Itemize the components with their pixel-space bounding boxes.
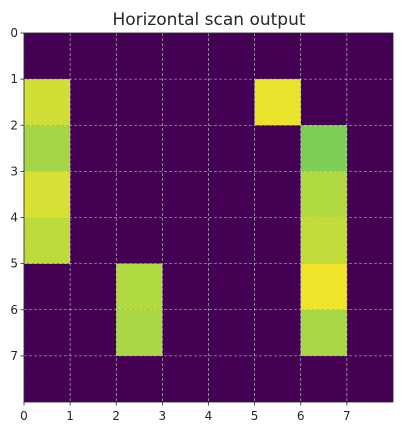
heatmap-cell [300, 125, 347, 172]
y-axis: 0 1 2 3 4 5 6 7 [10, 26, 24, 363]
heatmap-cell [300, 171, 347, 218]
x-tick-label: 3 [159, 409, 167, 423]
x-tick-label: 5 [251, 409, 259, 423]
x-axis: 0 1 2 3 4 5 6 7 [20, 402, 351, 423]
x-tick-label: 0 [20, 409, 28, 423]
y-tick-label: 1 [10, 72, 18, 86]
heatmap-cell [300, 217, 347, 264]
heatmap-cell [300, 263, 347, 310]
heatmap-cell [24, 79, 71, 126]
heatmap-cell [254, 79, 301, 126]
y-tick-label: 7 [10, 349, 18, 363]
chart-title: Horizontal scan output [112, 10, 305, 30]
x-tick-label: 2 [112, 409, 120, 423]
heatmap-cell [24, 217, 71, 264]
heatmap-cell [116, 309, 163, 356]
heatmap-cell [24, 125, 71, 172]
y-tick-label: 4 [10, 211, 18, 225]
y-tick-label: 2 [10, 118, 18, 132]
x-tick-label: 6 [297, 409, 305, 423]
x-tick-label: 4 [205, 409, 213, 423]
heatmap-cell [24, 171, 71, 218]
x-tick-label: 1 [66, 409, 74, 423]
y-tick-label: 5 [10, 257, 18, 271]
plot-area [23, 32, 394, 403]
heatmap-cell [116, 263, 163, 310]
y-tick-label: 0 [10, 26, 18, 40]
x-tick-label: 7 [343, 409, 351, 423]
y-tick-label: 3 [10, 164, 18, 178]
y-tick-label: 6 [10, 303, 18, 317]
heatmap-cell [300, 309, 347, 356]
